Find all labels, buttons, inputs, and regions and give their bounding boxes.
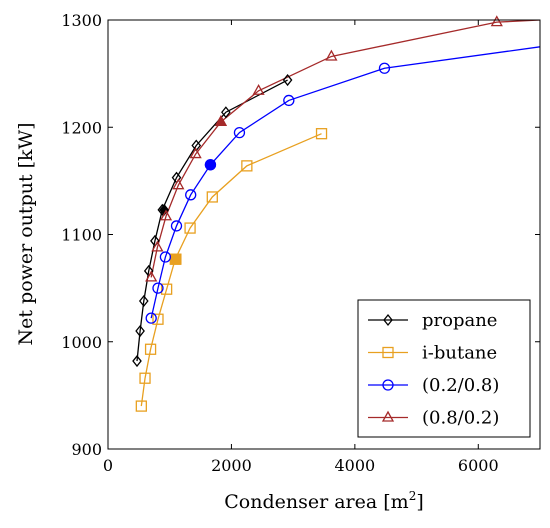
data-point: [325, 49, 338, 61]
legend-marker: [383, 313, 393, 327]
data-point: [145, 312, 157, 324]
data-point: [378, 62, 391, 74]
data-point: [233, 126, 246, 139]
data-point: [170, 220, 183, 232]
data-point: [184, 222, 196, 234]
data-point: [189, 147, 202, 159]
data-point: [138, 294, 149, 308]
legend-label: (0.8/0.2): [422, 408, 499, 429]
legend-label: i-butane: [422, 343, 497, 364]
data-point: [132, 355, 142, 368]
x-axis-title-end: ]: [416, 491, 423, 513]
data-point: [159, 209, 173, 221]
data-point: [151, 240, 164, 252]
legend-marker: [381, 410, 395, 422]
legend: propane i-butane (0.2/0.8) (0.8/0.2): [357, 299, 531, 438]
data-point: [490, 15, 503, 27]
data-point: [159, 251, 172, 263]
data-point: [152, 313, 164, 325]
x-tick-label: 6000: [458, 456, 499, 475]
y-axis-title: Net power output [kW]: [15, 122, 37, 345]
y-tick-label: 1300: [61, 11, 102, 30]
data-point: [135, 324, 145, 338]
legend-label: (0.2/0.8): [422, 375, 499, 396]
x-tick-label: 2000: [211, 456, 252, 475]
y-tick-label: 900: [71, 440, 102, 459]
legend-marker: [382, 346, 394, 359]
x-axis-title-main: Condenser area [m: [224, 491, 408, 513]
data-point: [144, 343, 157, 355]
highlight-point: [204, 159, 217, 171]
data-point: [206, 191, 218, 203]
data-point: [252, 83, 265, 95]
data-point: [221, 106, 231, 119]
data-point: [145, 270, 158, 282]
y-tick-label: 1000: [61, 333, 102, 352]
marker-layer: [132, 15, 503, 412]
highlight-point: [214, 115, 228, 127]
series-line-1: [140, 133, 322, 407]
data-point: [283, 94, 295, 107]
data-point: [152, 282, 164, 294]
series-line-0: [136, 79, 288, 362]
data-point: [172, 178, 185, 190]
series-line-2: [150, 46, 540, 319]
data-point: [241, 160, 253, 172]
x-axis-title: Condenser area [m2]: [224, 489, 424, 513]
data-point: [160, 283, 173, 295]
data-point: [282, 74, 293, 87]
series-line-3: [150, 20, 540, 278]
axis-layer: 0 2000 4000 6000 900 1000 1100 1200 1300: [61, 11, 540, 475]
legend-marker: [382, 379, 394, 391]
y-tick-label: 1100: [61, 226, 102, 245]
x-axis-title-sup: 2: [409, 489, 417, 503]
x-tick-label: 0: [103, 456, 113, 475]
data-point: [139, 372, 151, 384]
series-layer: [136, 20, 540, 407]
legend-label: propane: [422, 310, 497, 331]
x-tick-label: 4000: [334, 456, 375, 475]
data-point: [135, 400, 147, 412]
highlight-point: [170, 253, 182, 265]
data-point: [315, 128, 328, 140]
data-point: [185, 189, 197, 201]
y-tick-label: 1200: [61, 118, 102, 137]
